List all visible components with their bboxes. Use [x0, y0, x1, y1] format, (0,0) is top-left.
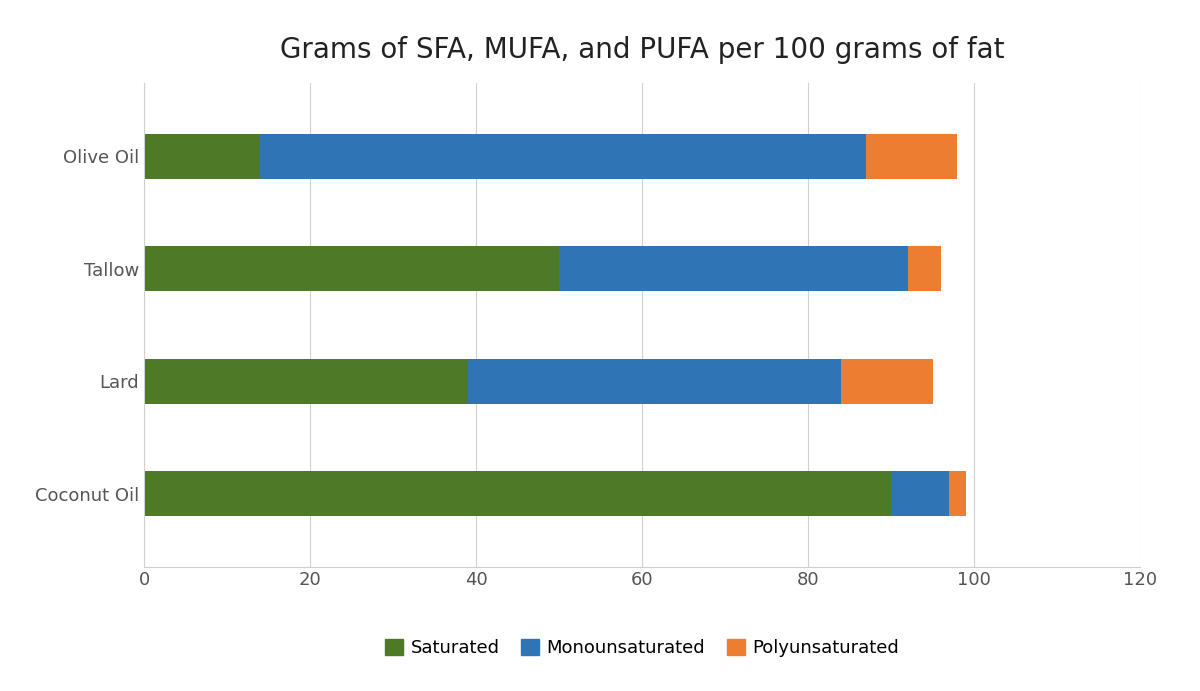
- Bar: [144, 359, 468, 404]
- Bar: [841, 359, 932, 404]
- Legend: Saturated, Monounsaturated, Polyunsaturated: Saturated, Monounsaturated, Polyunsatura…: [378, 632, 906, 664]
- Bar: [144, 133, 260, 178]
- Bar: [468, 359, 841, 404]
- Bar: [144, 246, 559, 291]
- Bar: [866, 133, 958, 178]
- Bar: [949, 471, 966, 516]
- Bar: [907, 246, 941, 291]
- Bar: [559, 246, 907, 291]
- Title: Grams of SFA, MUFA, and PUFA per 100 grams of fat: Grams of SFA, MUFA, and PUFA per 100 gra…: [280, 36, 1004, 64]
- Bar: [260, 133, 866, 178]
- Bar: [144, 471, 892, 516]
- Bar: [892, 471, 949, 516]
